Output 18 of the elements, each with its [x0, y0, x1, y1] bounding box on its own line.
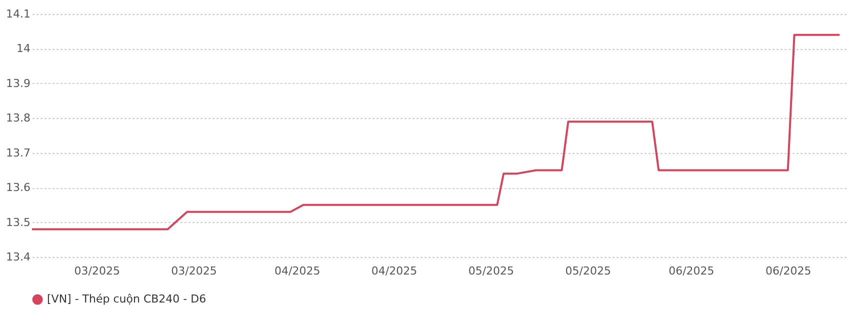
line-series [31, 34, 841, 230]
x-tick-label: 06/2025 [766, 264, 812, 278]
x-tick-label: 05/2025 [468, 264, 514, 278]
x-tick-label: 03/2025 [171, 264, 217, 278]
y-tick-label: 13.6 [6, 181, 30, 194]
x-tick-label: 06/2025 [668, 264, 714, 278]
y-tick-label: 13.5 [6, 216, 30, 229]
y-tick-label: 13.4 [6, 250, 30, 264]
legend-label: [VN] - Thép cuộn CB240 - D6 [47, 292, 206, 306]
y-tick-label: 13.7 [6, 146, 30, 160]
x-tick-label: 04/2025 [371, 264, 418, 278]
x-tick-label: 03/2025 [74, 264, 120, 278]
x-tick-label: 05/2025 [565, 264, 611, 278]
y-tick-label: 14 [16, 42, 30, 56]
y-tick-label: 13.8 [6, 112, 30, 125]
y-tick-label: 14.1 [6, 8, 30, 20]
y-tick-label: 13.9 [6, 76, 30, 90]
x-tick-label: 04/2025 [274, 264, 320, 278]
